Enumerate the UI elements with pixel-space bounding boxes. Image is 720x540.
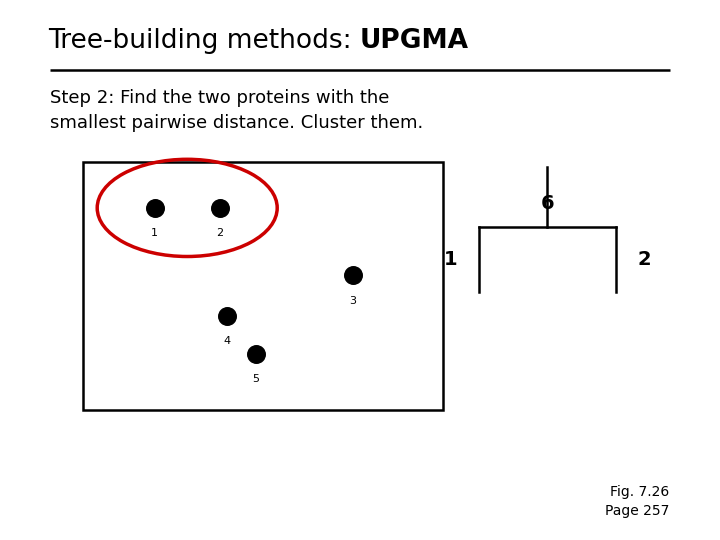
Text: Tree-building methods:: Tree-building methods: [48,28,360,53]
Text: Fig. 7.26
Page 257: Fig. 7.26 Page 257 [606,485,670,518]
Text: 2: 2 [637,249,651,269]
Point [221,312,233,320]
Bar [83,162,443,410]
Text: 5: 5 [252,374,259,384]
Text: 3: 3 [349,296,356,306]
Point [250,349,261,358]
Text: 6: 6 [541,194,554,213]
Text: 1: 1 [444,249,457,269]
Text: 2: 2 [216,228,223,239]
Point [214,204,225,212]
Point [347,271,359,280]
Text: 1: 1 [151,228,158,239]
Text: 4: 4 [223,336,230,347]
Text: Step 2: Find the two proteins with the
smallest pairwise distance. Cluster them.: Step 2: Find the two proteins with the s… [50,89,423,132]
Point [149,204,161,212]
Text: UPGMA: UPGMA [360,28,469,53]
